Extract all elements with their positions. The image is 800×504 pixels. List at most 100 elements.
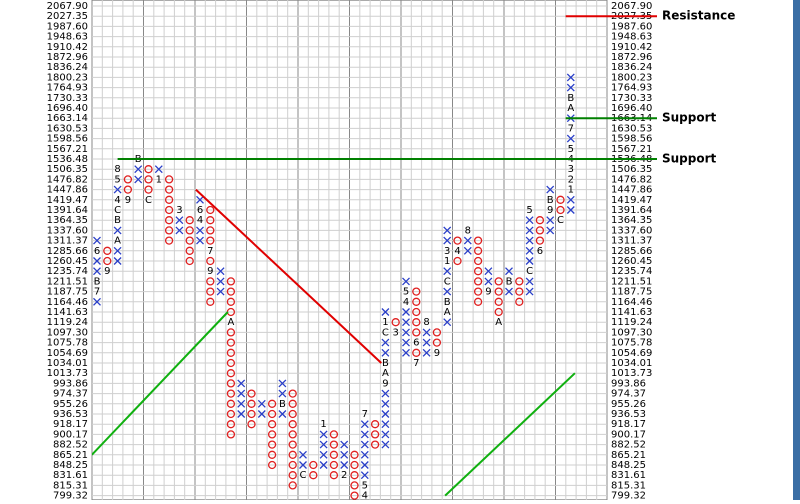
x-box bbox=[546, 226, 555, 235]
y2-tick-label: 1987.60 bbox=[611, 21, 652, 32]
o-column bbox=[350, 450, 359, 500]
o-box bbox=[226, 430, 236, 439]
y2-tick-label: 848.25 bbox=[611, 460, 646, 471]
y-tick-label: 799.32 bbox=[53, 491, 88, 500]
y2-tick-label: 1391.64 bbox=[611, 205, 652, 216]
o-column bbox=[288, 389, 297, 490]
y-tick-label: 2067.90 bbox=[47, 1, 88, 12]
o-box bbox=[473, 267, 483, 276]
o-box bbox=[226, 409, 236, 419]
x-column: B9 bbox=[546, 185, 555, 235]
month-code: 2 bbox=[568, 174, 574, 185]
month-code: 4 bbox=[403, 297, 409, 308]
window-frame bbox=[793, 0, 800, 500]
y-tick-label: 1075.78 bbox=[47, 338, 88, 349]
o-box bbox=[164, 185, 174, 194]
o-box bbox=[350, 481, 359, 490]
month-code: 7 bbox=[94, 287, 100, 298]
y-tick-label: 1696.40 bbox=[47, 103, 88, 114]
y-tick-label: 1730.33 bbox=[47, 93, 88, 104]
x-box bbox=[93, 267, 101, 276]
x-box bbox=[196, 195, 204, 204]
o-column bbox=[247, 389, 256, 429]
y-tick-label: 1506.35 bbox=[47, 164, 88, 175]
o-box bbox=[103, 256, 112, 266]
o-box bbox=[123, 175, 133, 184]
month-code: C bbox=[526, 266, 533, 277]
o-box bbox=[391, 318, 400, 327]
x-box bbox=[422, 348, 431, 357]
month-code: A bbox=[495, 317, 502, 328]
x-box bbox=[566, 206, 575, 214]
o-column: 9 bbox=[432, 328, 442, 359]
x-box bbox=[196, 236, 204, 245]
y-tick-label: 1836.24 bbox=[47, 62, 88, 73]
o-box bbox=[185, 216, 194, 225]
o-box bbox=[453, 236, 462, 245]
x-column: 1 bbox=[319, 419, 328, 469]
o-box bbox=[412, 348, 421, 357]
x-column: 1 bbox=[154, 165, 163, 185]
x-box bbox=[525, 226, 534, 235]
x-box bbox=[237, 389, 246, 398]
o-box bbox=[267, 420, 277, 429]
x-box bbox=[278, 410, 287, 418]
o-column bbox=[329, 430, 339, 480]
y2-tick-label: 936.53 bbox=[611, 409, 646, 420]
x-box bbox=[360, 420, 369, 429]
y2-tick-label: 1630.53 bbox=[611, 123, 652, 134]
y2-tick-label: 1097.30 bbox=[611, 327, 652, 338]
o-box bbox=[226, 369, 236, 378]
month-code: 1 bbox=[382, 317, 388, 328]
o-box bbox=[206, 216, 215, 225]
y2-tick-label: 918.17 bbox=[611, 419, 646, 430]
level-label: Resistance bbox=[662, 9, 735, 23]
o-box bbox=[288, 399, 297, 408]
x-box bbox=[381, 348, 390, 357]
o-box bbox=[288, 409, 297, 419]
x-box bbox=[525, 257, 534, 265]
y-tick-label: 1598.56 bbox=[47, 134, 88, 145]
o-column: 4 bbox=[453, 236, 462, 266]
month-code: 1 bbox=[444, 256, 450, 267]
o-box bbox=[453, 256, 462, 266]
x-box bbox=[360, 461, 369, 469]
o-box bbox=[123, 185, 133, 194]
x-column: B bbox=[505, 267, 513, 296]
o-box bbox=[247, 389, 256, 398]
x-box bbox=[381, 399, 390, 408]
month-code: 7 bbox=[207, 246, 213, 257]
x-box bbox=[113, 257, 122, 265]
o-box bbox=[473, 236, 483, 245]
o-box bbox=[206, 287, 215, 296]
o-box bbox=[247, 399, 256, 408]
x-box bbox=[319, 430, 328, 439]
o-box bbox=[473, 287, 483, 296]
month-code: 3 bbox=[568, 164, 574, 175]
x-column: 9 bbox=[484, 267, 493, 298]
x-box bbox=[93, 236, 101, 245]
o-box bbox=[329, 450, 339, 459]
o-box bbox=[206, 277, 215, 286]
y2-tick-label: 1506.35 bbox=[611, 164, 652, 175]
y2-tick-label: 1764.93 bbox=[611, 83, 652, 94]
x-box bbox=[237, 410, 246, 418]
y2-tick-label: 1948.63 bbox=[611, 32, 652, 43]
o-box bbox=[288, 420, 297, 429]
x-box bbox=[463, 246, 472, 255]
y2-tick-label: 1013.73 bbox=[611, 368, 652, 379]
o-box bbox=[185, 256, 194, 266]
x-box bbox=[381, 308, 390, 316]
o-box bbox=[473, 297, 483, 306]
o-box bbox=[267, 460, 277, 470]
y2-tick-label: 1034.01 bbox=[611, 358, 652, 369]
y2-tick-label: 1476.82 bbox=[611, 174, 652, 185]
y-tick-label: 815.31 bbox=[53, 480, 88, 491]
y2-tick-label: 865.21 bbox=[611, 450, 646, 461]
y2-tick-label: 1598.56 bbox=[611, 134, 652, 145]
o-column: A bbox=[494, 277, 503, 328]
o-box bbox=[226, 277, 236, 286]
o-column: 67 bbox=[412, 287, 421, 369]
y2-tick-label: 1910.42 bbox=[611, 42, 652, 53]
x-box bbox=[443, 287, 452, 296]
